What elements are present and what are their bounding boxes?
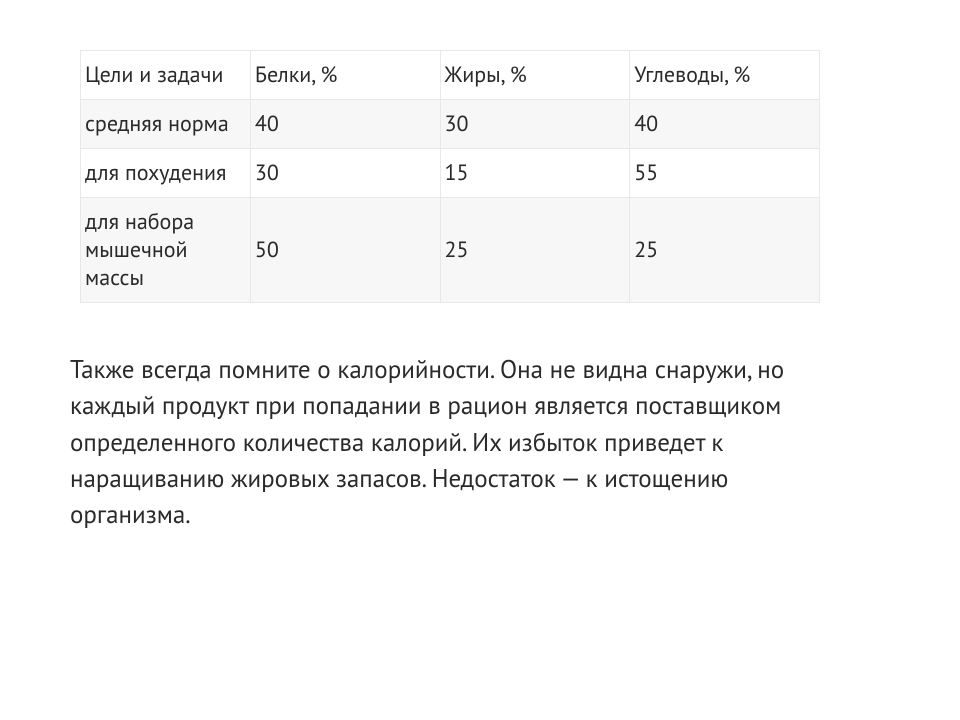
table-cell: 25 xyxy=(630,198,820,303)
table-cell: для набора мышечной массы xyxy=(81,198,251,303)
table-cell: 15 xyxy=(440,149,630,198)
nutrition-table: Цели и задачи Белки, % Жиры, % Углеводы,… xyxy=(80,50,820,303)
table-row: для похудения 30 15 55 xyxy=(81,149,820,198)
table-cell: для похудения xyxy=(81,149,251,198)
table-cell: 40 xyxy=(630,100,820,149)
table-cell: 55 xyxy=(630,149,820,198)
table-row: для набора мышечной массы 50 25 25 xyxy=(81,198,820,303)
table-cell: 50 xyxy=(250,198,440,303)
table-row: средняя норма 40 30 40 xyxy=(81,100,820,149)
table-header-cell: Жиры, % xyxy=(440,51,630,100)
table-header-row: Цели и задачи Белки, % Жиры, % Углеводы,… xyxy=(81,51,820,100)
table-cell: 30 xyxy=(440,100,630,149)
table-cell: 25 xyxy=(440,198,630,303)
table-cell: 30 xyxy=(250,149,440,198)
body-paragraph: Также всегда помните о калорийности. Она… xyxy=(70,351,850,532)
table-header-cell: Цели и задачи xyxy=(81,51,251,100)
table-header-cell: Белки, % xyxy=(250,51,440,100)
table-cell: средняя норма xyxy=(81,100,251,149)
table-cell: 40 xyxy=(250,100,440,149)
table-header-cell: Углеводы, % xyxy=(630,51,820,100)
